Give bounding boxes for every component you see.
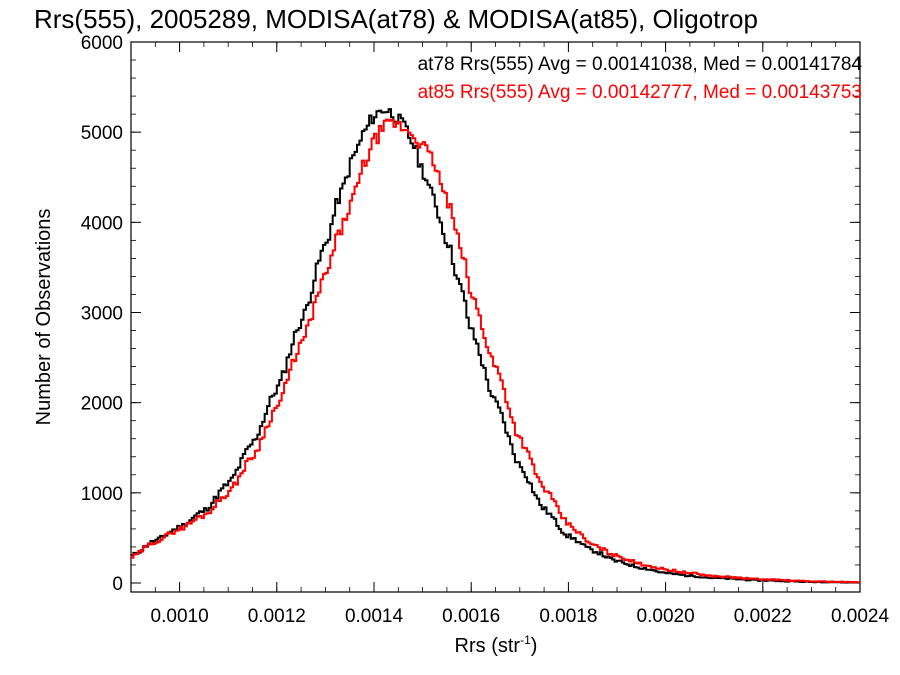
x-tick-label: 0.0022 <box>734 606 792 627</box>
series-at78-histogram <box>131 108 860 584</box>
x-axis-label-main: Rrs (str <box>455 635 521 657</box>
x-tick-label: 0.0024 <box>831 606 890 627</box>
y-axis-label: Number of Observations <box>33 209 55 426</box>
legend-entry-at78: at78 Rrs(555) Avg = 0.00141038, Med = 0.… <box>418 54 863 75</box>
x-axis-ticks: 0.0010 0.0012 0.0014 0.0016 0.0018 0.0020 0.00… <box>130 42 890 627</box>
x-tick-label: 0.0014 <box>345 606 404 627</box>
y-tick-label: 0 <box>112 574 123 595</box>
x-axis-label: Rrs (str-1) <box>455 633 538 657</box>
chart-title: Rrs(555), 2005289, MODISA(at78) & MODISA… <box>34 4 758 34</box>
y-tick-label: 6000 <box>81 33 123 54</box>
y-tick-label: 3000 <box>81 303 123 324</box>
x-tick-label: 0.0016 <box>442 606 500 627</box>
series-layer <box>131 108 860 584</box>
x-tick-label: 0.0018 <box>539 606 597 627</box>
x-tick-label: 0.0020 <box>637 606 695 627</box>
plot-frame <box>130 41 861 593</box>
y-tick-label: 5000 <box>81 123 123 144</box>
x-tick-label: 0.0012 <box>248 606 306 627</box>
y-axis-ticks: 0 1000 2000 3000 4000 5000 6000 <box>81 33 860 595</box>
x-axis-label-superscript: -1 <box>520 633 531 647</box>
y-tick-label: 2000 <box>81 394 123 415</box>
y-tick-label: 1000 <box>81 484 123 505</box>
series-at85-histogram <box>131 118 860 584</box>
y-tick-label: 4000 <box>81 213 123 234</box>
x-tick-label: 0.0010 <box>151 606 209 627</box>
x-axis-label-close: ) <box>531 635 538 657</box>
legend-entry-at85: at85 Rrs(555) Avg = 0.00142777, Med = 0.… <box>418 82 862 103</box>
